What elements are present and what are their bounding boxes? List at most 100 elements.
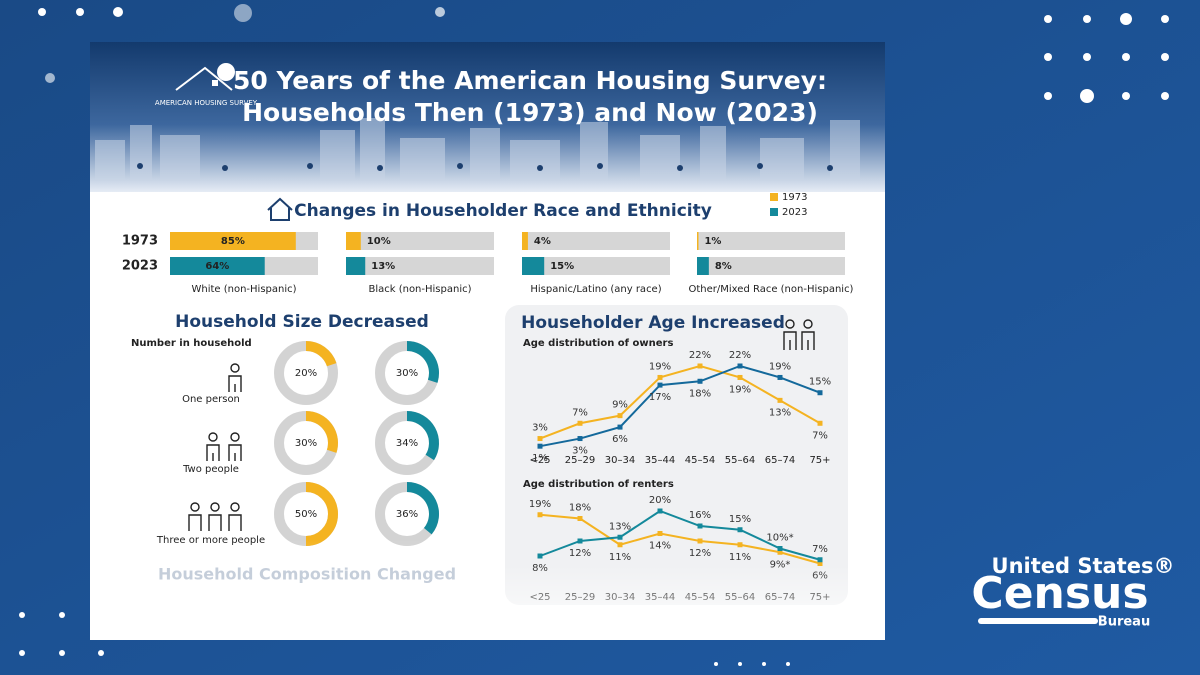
point: [697, 523, 703, 529]
legend-label: 2023: [782, 207, 807, 218]
point: [577, 538, 583, 544]
value-label: 19%: [769, 361, 791, 372]
value-label: 16%: [689, 510, 711, 521]
bar-track: [697, 257, 845, 275]
value-label: 4%: [534, 236, 551, 247]
x-tick-label: 45–54: [685, 455, 715, 466]
point: [737, 542, 743, 548]
value-label: 19%: [649, 361, 671, 372]
point: [577, 420, 583, 426]
bar: [697, 232, 699, 250]
value-label: 8%: [715, 261, 732, 272]
fade-overlay: [505, 565, 848, 640]
point: [817, 420, 823, 426]
point: [537, 436, 543, 442]
bar: [170, 232, 296, 250]
value-label: 85%: [221, 236, 245, 247]
donut-arc: [305, 341, 337, 367]
point: [537, 443, 543, 449]
value-label: 13%: [371, 261, 395, 272]
value-label: 15%: [729, 514, 751, 525]
x-tick-label: 35–44: [645, 455, 675, 466]
point: [697, 378, 703, 384]
value-label: 34%: [396, 438, 418, 449]
value-label: 13%: [609, 521, 631, 532]
subtitle: Number in household: [131, 338, 252, 349]
subtitle: Age distribution of renters: [523, 479, 674, 490]
value-label: 19%: [529, 499, 551, 510]
value-label: 12%: [569, 548, 591, 559]
point: [817, 561, 823, 566]
value-label: 50%: [295, 509, 317, 520]
point: [737, 363, 743, 369]
section-title: Householder Age Increased: [521, 313, 785, 333]
series-label: 2023: [122, 259, 158, 274]
value-label: 1%: [704, 236, 721, 247]
category-label: One person: [182, 394, 240, 405]
point: [617, 542, 623, 548]
bar: [522, 232, 528, 250]
point: [817, 390, 823, 396]
point: [617, 534, 623, 540]
value-label: 10%: [367, 236, 391, 247]
x-tick-label: <25: [529, 455, 550, 466]
category-label: Other/Mixed Race (non-Hispanic): [689, 284, 854, 295]
bar: [697, 257, 709, 275]
value-label: 30%: [295, 438, 317, 449]
category-label: Hispanic/Latino (any race): [530, 284, 661, 295]
pedestrians: [137, 163, 833, 171]
logo-text: AMERICAN HOUSING SURVEY: [155, 99, 258, 107]
point: [777, 549, 783, 555]
point: [537, 512, 543, 518]
category-label: Two people: [182, 464, 239, 475]
line: [539, 364, 821, 448]
point: [777, 397, 783, 403]
donut-arc: [406, 411, 439, 461]
value-label: 3%: [532, 423, 548, 434]
value-label: 19%: [729, 384, 751, 395]
brand-line: United States®: [992, 554, 1175, 578]
value-label: 13%: [769, 407, 791, 418]
header-title: 50 Years of the American Housing Survey:: [233, 66, 827, 95]
point: [577, 436, 583, 442]
donut-arc: [305, 482, 338, 546]
point: [577, 516, 583, 521]
point: [657, 382, 663, 388]
value-label: 17%: [649, 392, 671, 403]
value-label: 22%: [729, 350, 751, 361]
value-label: 12%: [689, 548, 711, 559]
value-label: 15%: [550, 261, 574, 272]
value-label: 7%: [812, 430, 828, 441]
point: [537, 553, 543, 559]
point: [657, 508, 663, 514]
person-icons: [188, 363, 242, 531]
x-tick-label: 25–29: [565, 455, 595, 466]
value-label: 14%: [649, 541, 671, 552]
fade-overlay: [90, 540, 502, 640]
bar: [170, 257, 265, 275]
header-title: Households Then (1973) and Now (2023): [242, 98, 818, 127]
census-logo: United States® Census Bureau: [971, 554, 1174, 630]
bar-track: [697, 232, 845, 250]
age-panel: [505, 305, 848, 605]
value-label: 7%: [572, 407, 588, 418]
point: [777, 374, 783, 380]
value-label: 9%*: [770, 559, 791, 570]
value-label: 18%: [569, 503, 591, 514]
value-label: 1%: [532, 453, 548, 464]
house-icon: [267, 197, 293, 221]
value-label: 30%: [396, 368, 418, 379]
value-label: 20%: [295, 368, 317, 379]
line: [539, 364, 821, 440]
brand-line: Census: [971, 568, 1148, 619]
x-tick-label: 65–74: [765, 455, 795, 466]
legend-swatch: [770, 193, 778, 201]
subtitle: Age distribution of owners: [523, 338, 673, 349]
decor-dots: [19, 4, 1169, 666]
donut-arc: [406, 482, 439, 535]
bar-track: [346, 257, 494, 275]
point: [697, 538, 703, 544]
couple-icon: [783, 319, 815, 350]
bar-track: [522, 257, 670, 275]
